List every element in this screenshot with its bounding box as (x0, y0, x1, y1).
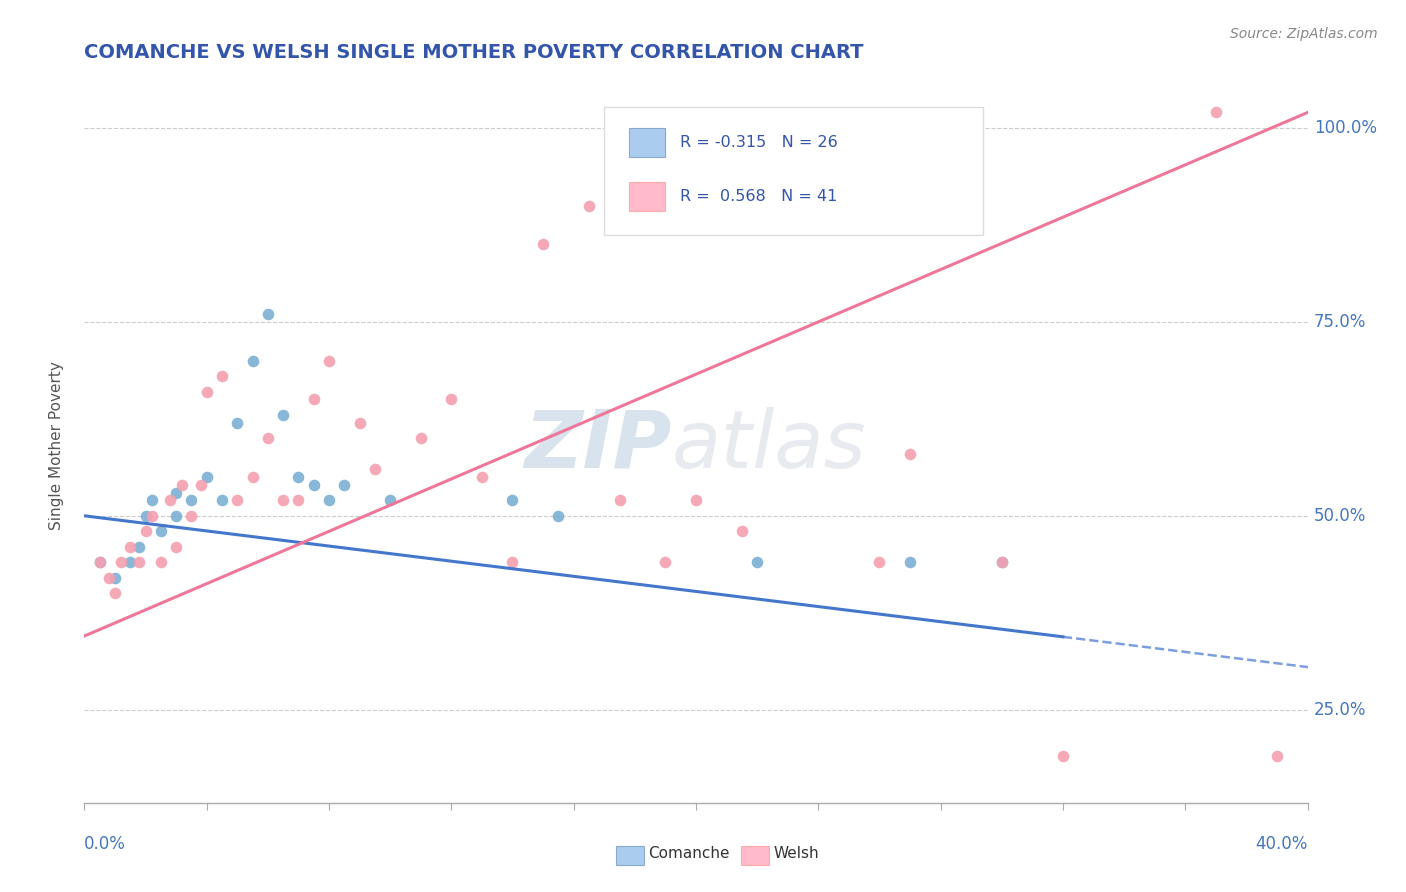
FancyBboxPatch shape (605, 107, 983, 235)
Point (502, 555, 524, 569)
Point (195, 384, 218, 399)
Point (747, 555, 769, 569)
Point (165, 508, 187, 523)
Point (271, 493, 294, 508)
Text: 100.0%: 100.0% (1313, 119, 1376, 137)
Point (991, 555, 1014, 569)
Point (318, 493, 340, 508)
Point (149, 555, 172, 569)
Point (104, 586, 127, 600)
Point (89, 555, 111, 569)
Text: 0.0%: 0.0% (84, 835, 127, 853)
Point (333, 477, 356, 491)
Text: Comanche: Comanche (648, 847, 730, 861)
Point (302, 392, 325, 407)
Point (1205, 105, 1227, 120)
Text: Source: ZipAtlas.com: Source: ZipAtlas.com (1230, 27, 1378, 41)
Point (287, 470, 309, 484)
Bar (628, 182, 665, 211)
Point (141, 508, 163, 523)
Point (991, 555, 1014, 569)
Text: ZIP: ZIP (524, 407, 672, 485)
Point (578, 198, 600, 212)
Text: 40.0%: 40.0% (1256, 835, 1308, 853)
Text: 75.0%: 75.0% (1313, 313, 1367, 331)
Point (226, 493, 249, 508)
Point (609, 493, 631, 508)
Point (135, 508, 157, 523)
Point (440, 392, 463, 407)
Point (531, 237, 554, 252)
Point (226, 416, 249, 430)
Point (380, 493, 402, 508)
Text: atlas: atlas (672, 407, 866, 485)
Point (287, 493, 309, 508)
Point (141, 493, 163, 508)
Point (165, 540, 187, 554)
Point (349, 416, 371, 430)
Point (318, 353, 340, 368)
Point (180, 508, 202, 523)
Text: R =  0.568   N = 41: R = 0.568 N = 41 (681, 189, 838, 203)
Point (685, 493, 707, 508)
Point (190, 477, 212, 491)
Point (172, 477, 194, 491)
Point (149, 524, 172, 539)
Text: 50.0%: 50.0% (1313, 507, 1367, 524)
Point (120, 540, 142, 554)
Point (1265, 749, 1288, 764)
Point (731, 524, 754, 539)
Point (242, 470, 264, 484)
Point (120, 555, 142, 569)
Point (654, 555, 676, 569)
Point (89, 555, 111, 569)
Point (409, 431, 432, 445)
Point (104, 571, 127, 585)
Point (180, 493, 202, 508)
Text: R = -0.315   N = 26: R = -0.315 N = 26 (681, 136, 838, 150)
Text: 25.0%: 25.0% (1313, 701, 1367, 719)
Point (128, 555, 150, 569)
Point (869, 555, 891, 569)
Point (502, 493, 524, 508)
Point (159, 493, 181, 508)
Point (364, 462, 387, 476)
Point (1052, 749, 1074, 764)
Point (898, 447, 921, 461)
Point (257, 307, 280, 321)
Y-axis label: Single Mother Poverty: Single Mother Poverty (49, 361, 63, 531)
Point (128, 540, 150, 554)
Point (135, 524, 157, 539)
Bar (628, 128, 665, 157)
Point (257, 431, 280, 445)
Point (302, 477, 325, 491)
Point (195, 470, 218, 484)
Point (165, 485, 187, 500)
Text: COMANCHE VS WELSH SINGLE MOTHER POVERTY CORRELATION CHART: COMANCHE VS WELSH SINGLE MOTHER POVERTY … (84, 44, 863, 62)
Point (898, 555, 921, 569)
Point (211, 369, 233, 384)
Point (97, 571, 120, 585)
Point (271, 408, 294, 422)
Point (211, 493, 233, 508)
Text: Welsh: Welsh (773, 847, 818, 861)
Point (242, 353, 264, 368)
Point (110, 555, 132, 569)
Point (547, 508, 569, 523)
Point (471, 470, 494, 484)
